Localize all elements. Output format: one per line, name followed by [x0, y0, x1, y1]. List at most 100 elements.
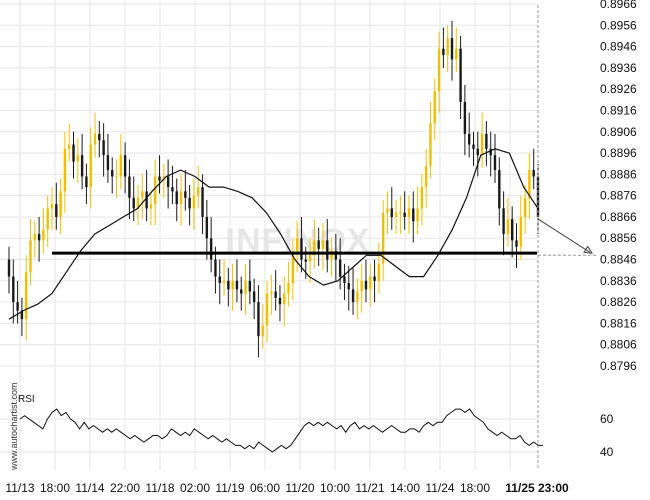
candle-body [55, 204, 58, 217]
candle-body [356, 291, 359, 303]
candle-body [85, 176, 88, 188]
candle-body [16, 302, 19, 311]
candle-body [20, 310, 24, 320]
candle-body [480, 133, 484, 156]
candle-body [205, 216, 209, 239]
rsi-line [19, 408, 543, 453]
candle-body [472, 144, 475, 149]
time-tick-label: 22:00 [110, 481, 140, 495]
candle-body [360, 280, 363, 292]
candle-body [128, 176, 131, 198]
candle-body [287, 282, 290, 294]
candle-body [235, 280, 239, 290]
candle-body [381, 212, 385, 264]
candle-body [450, 38, 454, 60]
candle-body [248, 280, 252, 292]
candle-body [93, 133, 97, 145]
price-tick-label: 0.8896 [600, 146, 637, 160]
candle-body [102, 140, 105, 156]
candle-body [489, 148, 492, 156]
candle-body [433, 91, 436, 124]
candle-body [283, 293, 286, 305]
candle-body [149, 204, 153, 209]
candle-body [63, 148, 67, 192]
candle-body [29, 240, 32, 273]
candle-body [347, 282, 350, 290]
candle-body [123, 155, 127, 177]
candle-body [377, 263, 381, 281]
candle-body [76, 155, 80, 162]
candle-body [244, 280, 247, 294]
price-tick-label: 0.8956 [600, 18, 637, 32]
price-tick-label: 0.8796 [600, 359, 637, 373]
candle-body [412, 208, 415, 222]
candle-body [261, 325, 264, 337]
candle-body [407, 208, 411, 217]
candle-body [231, 280, 234, 290]
candle-body [459, 48, 462, 102]
price-tick-label: 0.8816 [600, 316, 637, 330]
time-axis: 11/13 18:00 11/14 22:00 11/18 02:00 11/19 06:00… [5, 481, 569, 495]
candle-body [308, 255, 312, 262]
candle-body [218, 276, 221, 283]
candle-body [369, 276, 372, 290]
price-tick-label: 0.8946 [600, 40, 637, 54]
price-tick-label: 0.8806 [600, 338, 637, 352]
rsi-tick-label: 40 [600, 445, 614, 459]
candle-body [46, 208, 49, 230]
candle-body [188, 197, 191, 209]
candle-body [442, 48, 445, 56]
time-tick-label: 11/18 [145, 481, 174, 495]
candle-body [270, 291, 273, 294]
candle-body [197, 187, 200, 196]
candle-body [274, 291, 277, 298]
candle-body [111, 170, 114, 177]
candle-body [373, 276, 376, 281]
candle-body [429, 123, 432, 166]
price-tick-label: 0.8886 [600, 167, 637, 181]
candle-body [364, 280, 368, 290]
price-tick-label: 0.8926 [600, 82, 637, 96]
forecast-arrow [537, 218, 593, 254]
candle-body [227, 280, 230, 290]
candle-body [201, 187, 204, 217]
candlesticks [7, 21, 540, 358]
candle-body [89, 144, 92, 188]
candle-body [136, 197, 140, 209]
price-tick-label: 0.8826 [600, 295, 637, 309]
candle-body [59, 191, 62, 217]
price-tick-label: 0.8836 [600, 274, 637, 288]
candle-body [132, 197, 135, 209]
candle-body [338, 259, 342, 277]
candle-body [321, 240, 325, 249]
candle-body [265, 293, 269, 326]
candle-body [119, 155, 123, 177]
candle-body [510, 219, 514, 241]
watermark-site: www.autochartist.com [9, 382, 19, 471]
candle-body [326, 240, 329, 260]
candle-body [72, 144, 75, 162]
candle-body [390, 208, 393, 217]
price-tick-label: 0.8936 [600, 61, 637, 75]
candle-body [519, 216, 522, 247]
candle-body [506, 219, 510, 234]
candle-body [98, 133, 101, 141]
candle-body [304, 259, 307, 262]
candle-body [145, 191, 148, 209]
candle-body [115, 176, 118, 178]
candle-body [7, 259, 11, 277]
candle-body [317, 240, 320, 249]
time-tick-label: 11/25 23:00 [505, 481, 569, 495]
candle-body [184, 191, 187, 198]
candle-body [515, 240, 518, 247]
price-tick-label: 0.8906 [600, 125, 637, 139]
candle-body [485, 133, 488, 149]
candle-body [493, 155, 497, 171]
candle-body [437, 48, 441, 92]
price-axis: 0.8966 0.8956 0.8946 0.8936 0.8926 0.8916 0.89… [600, 0, 637, 373]
candle-body [12, 276, 15, 303]
candle-body [240, 289, 243, 294]
price-tick-label: 0.8916 [600, 103, 637, 117]
candle-body [343, 276, 346, 283]
